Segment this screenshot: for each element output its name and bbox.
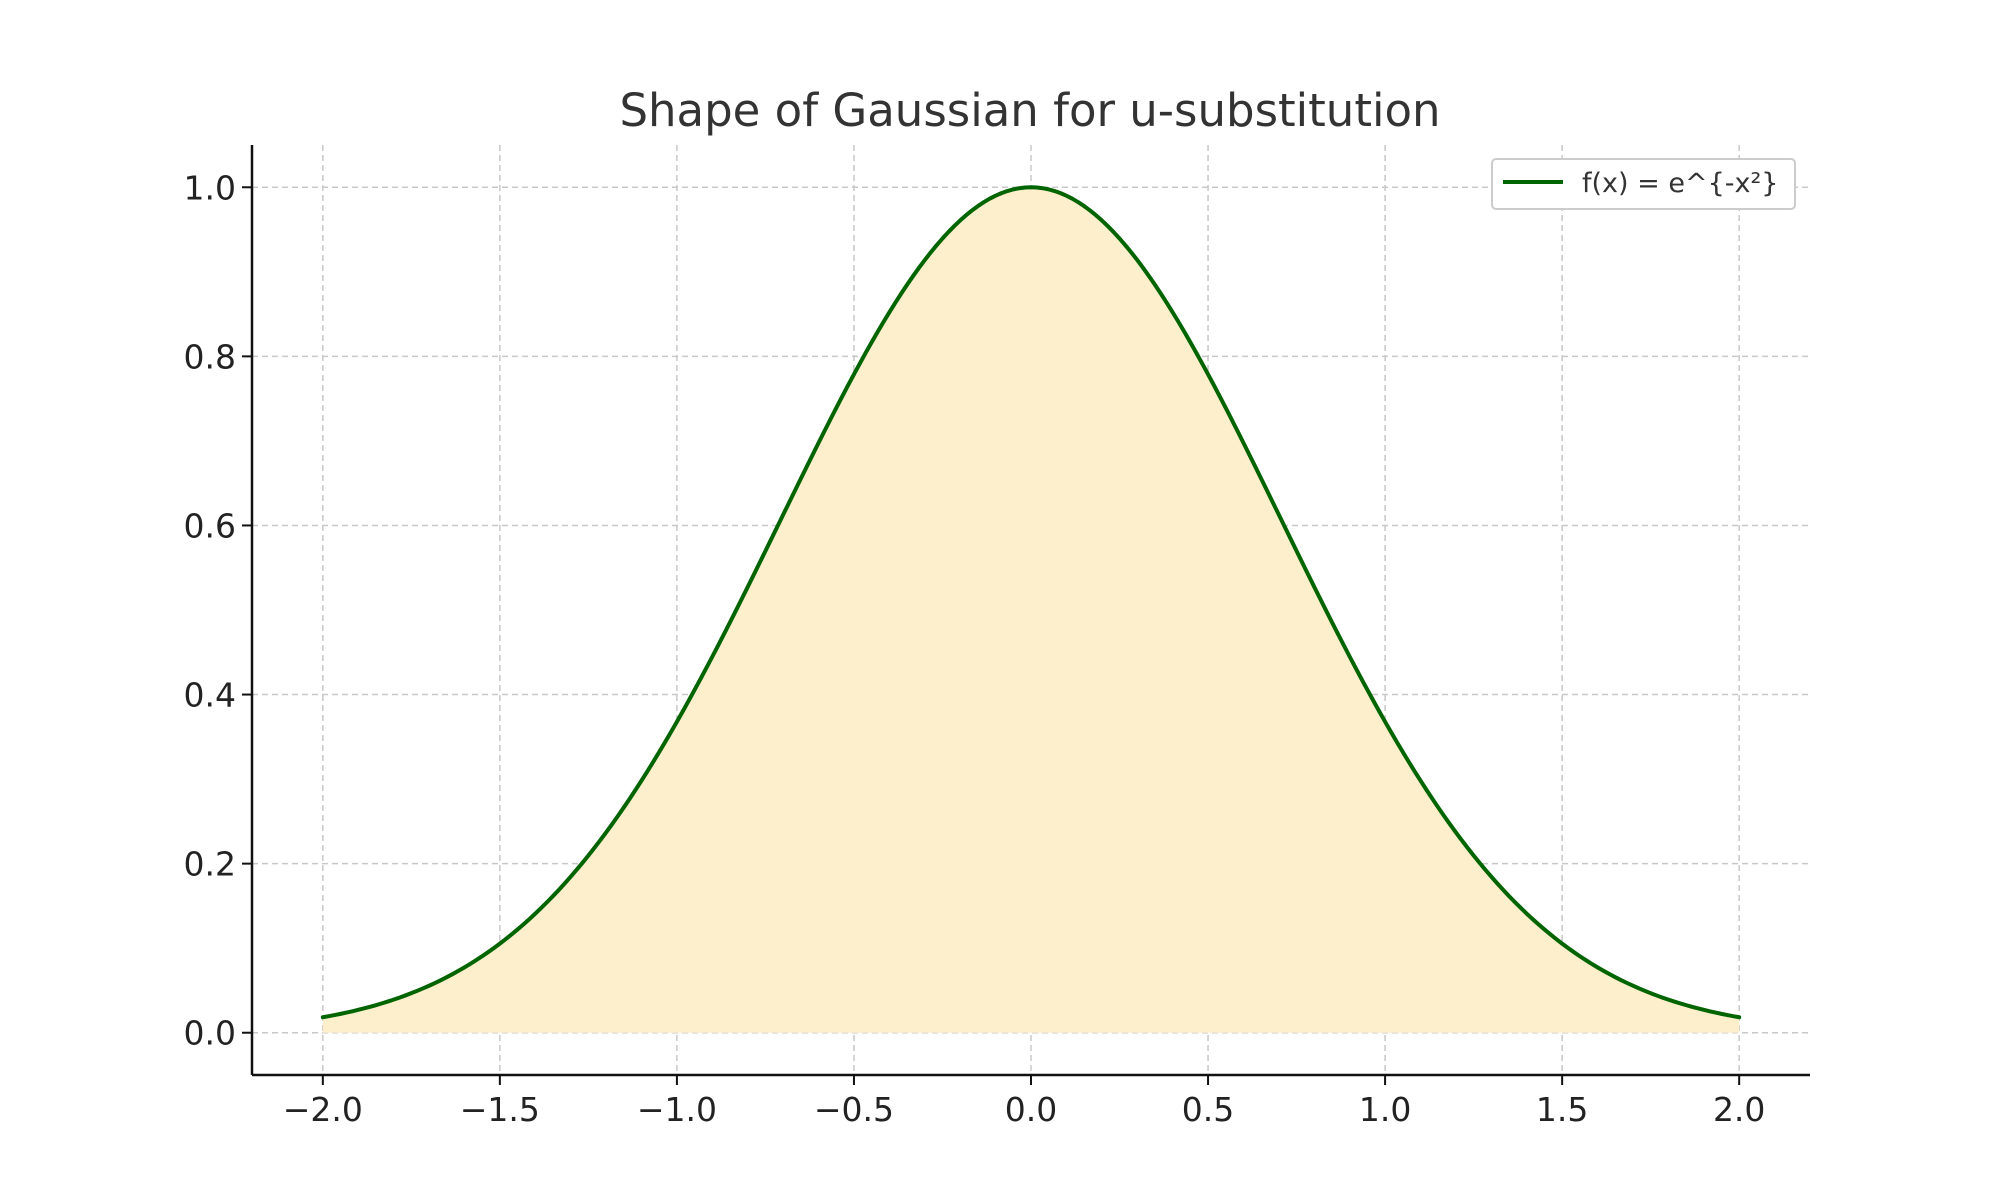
ticks-layer: −2.0 −1.5 −1.0 −0.5 0.0 0.5 1.0 1.5 2.0 0.0 0.2 0.4… <box>184 168 1766 1129</box>
line-layer <box>320 185 1742 1020</box>
y-tick-label: 0.8 <box>184 337 236 376</box>
x-tick-label: −0.5 <box>814 1090 894 1129</box>
x-tick-label: 2.0 <box>1713 1090 1765 1129</box>
x-tick-label: 1.5 <box>1536 1090 1588 1129</box>
x-tick-label: 0.5 <box>1182 1090 1234 1129</box>
legend-box <box>1491 158 1796 210</box>
chart-title: Shape of Gaussian for u-substitution <box>619 84 1440 137</box>
legend-entry-label: f(x) = e^{-x²} <box>1582 168 1778 199</box>
x-tick-label: −1.0 <box>637 1090 717 1129</box>
y-tick-label: 0.4 <box>184 676 236 715</box>
y-tick-label: 0.2 <box>184 845 236 884</box>
area-fill <box>322 187 1740 1033</box>
series-line <box>320 185 1742 1020</box>
y-tick-label: 0.6 <box>184 506 236 545</box>
x-tick-label: 1.0 <box>1359 1090 1411 1129</box>
y-tick-label: 1.0 <box>184 168 236 207</box>
legend: f(x) = e^{-x²} <box>1491 158 1796 210</box>
x-tick-label: −2.0 <box>283 1090 363 1129</box>
x-tick-label: 0.0 <box>1005 1090 1057 1129</box>
y-tick-label: 0.0 <box>184 1014 236 1053</box>
x-tick-label: −1.5 <box>460 1090 540 1129</box>
fill-layer <box>322 187 1740 1033</box>
